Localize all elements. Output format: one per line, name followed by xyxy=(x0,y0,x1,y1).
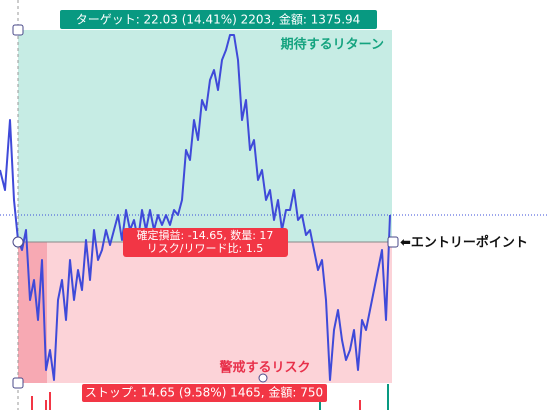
reward-label: 期待するリターン xyxy=(281,37,384,53)
target-label: ターゲット: 22.03 (14.41%) 2203, 金額: 1375.94 xyxy=(76,12,361,27)
stop-label: ストップ: 14.65 (9.58%) 1465, 金額: 750 xyxy=(85,385,323,400)
target-label-box xyxy=(60,10,377,29)
risk-label: 警戒するリスク xyxy=(219,360,310,376)
entry-label: ⬅エントリーポイント xyxy=(400,235,528,251)
position-label-box xyxy=(123,228,288,257)
risk-zone xyxy=(18,242,392,383)
stop-label-box xyxy=(82,384,327,402)
entry-handle[interactable] xyxy=(12,236,24,248)
volume-ticks xyxy=(31,384,389,410)
price-series xyxy=(0,34,391,381)
middle-handle[interactable] xyxy=(258,373,268,383)
pnl-label: 確定損益: -14.65, 数量: 17 xyxy=(137,228,274,242)
stop-handle[interactable] xyxy=(12,377,24,389)
target-handle[interactable] xyxy=(12,24,24,36)
risk-reward-label: リスク/リワード比: 1.5 xyxy=(147,242,263,255)
end-handle[interactable] xyxy=(387,236,399,248)
reward-zone xyxy=(18,30,392,242)
